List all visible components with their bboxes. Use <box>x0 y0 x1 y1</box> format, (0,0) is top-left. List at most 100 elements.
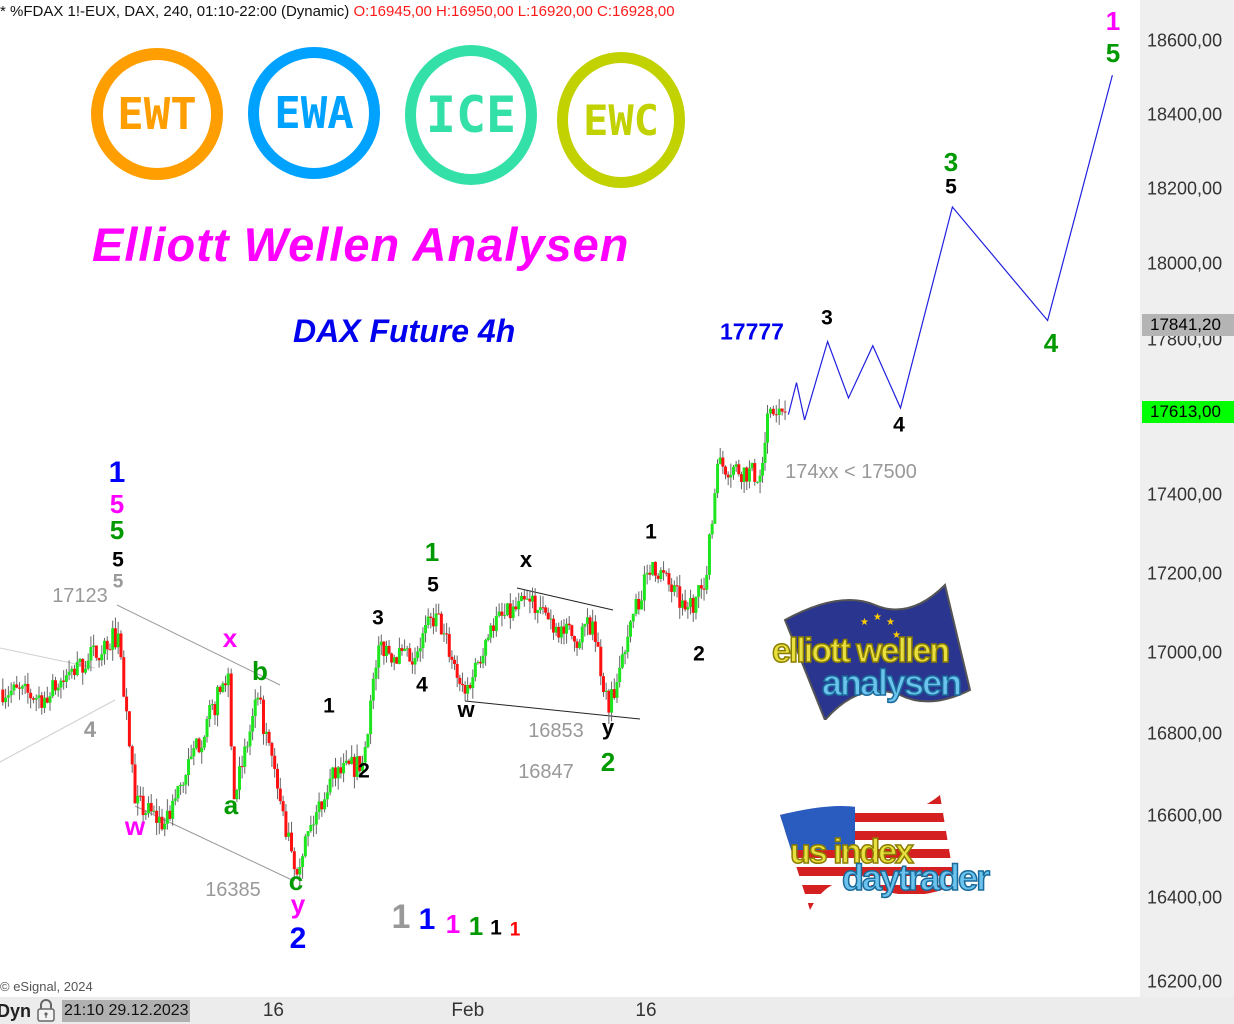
candle <box>245 746 249 748</box>
wave-label: 3 <box>372 606 384 630</box>
wave-label: 4 <box>893 413 905 437</box>
candle <box>774 414 778 416</box>
condition-annotation: 174xx < 17500 <box>785 461 917 483</box>
price-chart[interactable] <box>0 0 1140 997</box>
candle <box>301 856 305 867</box>
candle <box>202 736 206 748</box>
candle <box>686 607 690 610</box>
x-tick-label: 16 <box>262 1000 284 1021</box>
candle <box>216 686 220 716</box>
candle <box>758 475 762 482</box>
candle <box>763 442 767 463</box>
time-axis[interactable]: Dyn 21:10 29.12.2023 16 Feb 16 <box>0 997 1234 1024</box>
y-tick-label: 16400,00 <box>1147 887 1223 908</box>
candle <box>363 747 367 763</box>
candle <box>645 572 649 575</box>
candle <box>205 718 209 737</box>
degree-legend-item: 1 <box>391 898 411 936</box>
wave-label: x <box>519 547 533 572</box>
candle <box>160 816 164 830</box>
mode-label[interactable]: Dyn <box>0 1001 32 1021</box>
candle <box>667 573 671 585</box>
candle <box>601 676 605 693</box>
candle <box>4 697 8 703</box>
candle <box>67 671 71 676</box>
candle <box>138 795 142 797</box>
candle <box>334 767 337 779</box>
price-annotation: 17123 <box>52 585 108 607</box>
candle <box>780 408 784 412</box>
candle <box>221 683 225 692</box>
candle <box>108 649 112 651</box>
candle <box>678 586 682 608</box>
candle <box>514 606 518 610</box>
candle <box>390 653 394 663</box>
candle <box>9 690 13 696</box>
candle <box>528 598 532 602</box>
candle <box>395 657 399 664</box>
wave-label: 5 <box>427 573 439 597</box>
candle <box>281 801 285 812</box>
chart-header: * %FDAX 1!-EUX, DAX, 240, 01:10-22:00 (D… <box>0 3 675 20</box>
degree-legend-item: 1 <box>490 916 502 940</box>
start-time: 21:10 29.12.2023 <box>62 1000 190 1022</box>
candle <box>144 813 148 816</box>
wave-label: 4 <box>1043 328 1059 358</box>
candle <box>171 800 175 819</box>
y-tick-label: 18000,00 <box>1147 253 1223 274</box>
candle <box>34 697 38 700</box>
candle <box>628 621 632 637</box>
wave-label: 5 <box>109 489 125 519</box>
wave-label: w <box>457 697 475 722</box>
candle <box>208 705 212 719</box>
candle <box>591 621 595 635</box>
candle <box>377 645 381 668</box>
candle <box>323 799 327 810</box>
y-tick-label: 16800,00 <box>1147 723 1223 744</box>
price-axis[interactable]: 18600,00 18400,00 18200,00 18000,00 17800,00… <box>1140 0 1234 997</box>
candle <box>251 716 255 732</box>
candle <box>292 851 296 870</box>
candle <box>276 768 280 789</box>
price-annotation: 16847 <box>518 761 574 783</box>
chart-plot-area[interactable]: * %FDAX 1!-EUX, DAX, 240, 01:10-22:00 (D… <box>0 0 1140 997</box>
candle <box>127 711 131 747</box>
trendline <box>0 699 116 763</box>
wave-label: y <box>290 889 306 919</box>
candle <box>437 613 441 615</box>
candle <box>86 660 90 669</box>
symbol-info: * %FDAX 1!-EUX, DAX, 240, 01:10-22:00 (D… <box>0 3 350 20</box>
candle <box>105 640 109 650</box>
candle <box>737 464 741 475</box>
candle <box>559 626 563 638</box>
candle <box>350 756 354 764</box>
candle <box>618 667 622 683</box>
candle <box>298 866 302 875</box>
lock-icon[interactable] <box>36 998 56 1022</box>
candle <box>612 689 616 698</box>
wave-label: 5 <box>112 571 124 593</box>
candle <box>651 561 655 575</box>
candle <box>259 697 263 700</box>
candle <box>615 682 619 698</box>
candle <box>536 610 540 613</box>
candle <box>384 645 388 657</box>
candle <box>113 628 117 648</box>
candle <box>575 641 579 648</box>
candle <box>418 648 422 652</box>
candle <box>664 572 668 574</box>
candle <box>416 651 420 658</box>
candle <box>187 759 191 776</box>
candle <box>541 607 545 609</box>
candle <box>312 824 316 826</box>
wave-label: 5 <box>945 175 957 199</box>
candle <box>1 689 5 703</box>
trendline <box>0 647 96 669</box>
candle <box>434 613 438 627</box>
candle <box>729 474 733 478</box>
candle <box>53 680 57 691</box>
wave-label: 2 <box>693 642 705 666</box>
brand-line1: elliott wellen <box>771 631 951 671</box>
x-tick-label: Feb <box>451 1000 485 1021</box>
candle <box>567 623 571 626</box>
